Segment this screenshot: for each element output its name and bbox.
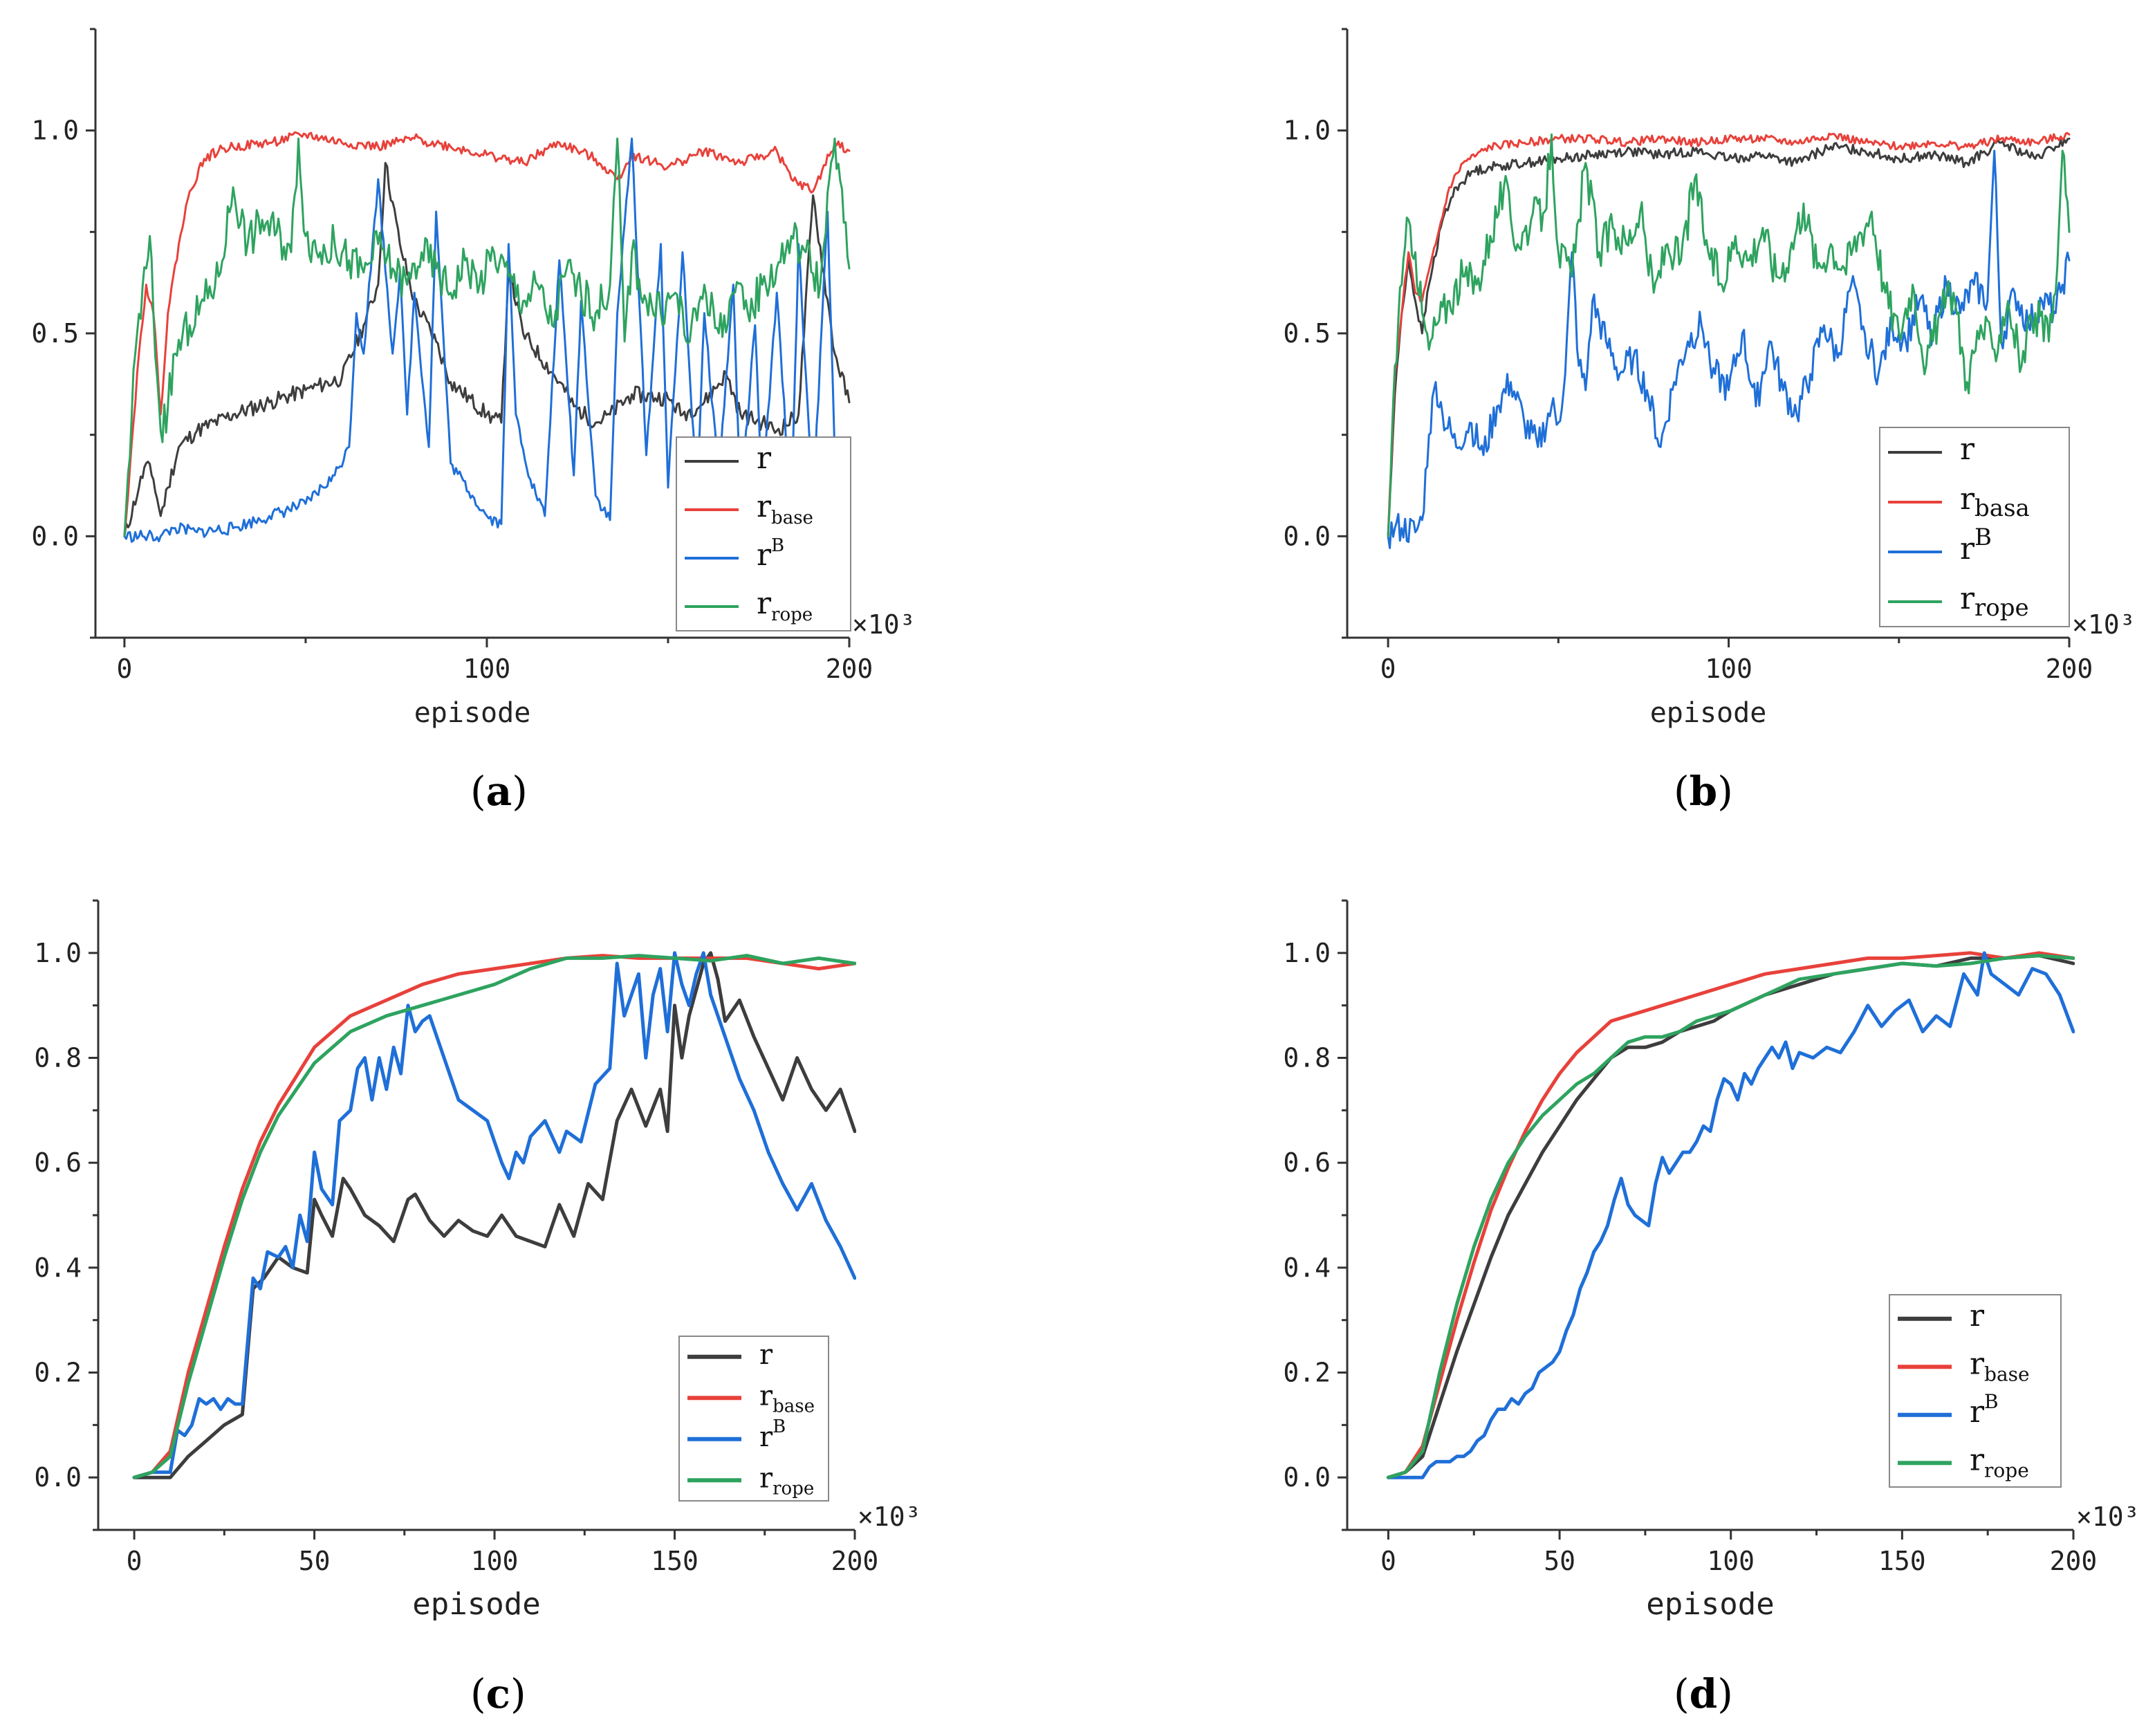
x-multiplier: ×10³ [852,609,916,640]
y-tick-label: 0.0 [1283,521,1331,551]
legend-label: rrope [1970,1442,2029,1481]
y-tick-label: 0.4 [34,1253,82,1283]
legend: r rbase rB rrope [676,436,851,631]
chart-panel-d: 0.0 0.2 0.4 0.6 0.8 1.0 0 50 100 150 200 ×10³ episod… [1072,871,2146,1736]
series-line-r-base [132,954,856,1479]
legend-label: rbase [759,1380,815,1416]
x-multiplier: ×10³ [858,1502,921,1532]
x-tick-label: 50 [299,1546,331,1576]
x-tick-label: 200 [826,654,873,684]
legend-label: rbase [757,489,813,528]
y-tick-label: 0.0 [34,1462,82,1493]
x-tick-label: 200 [831,1546,879,1576]
series-line-r [1387,137,2071,537]
series-line-r-rope [123,137,851,537]
x-multiplier: ×10³ [2076,1502,2140,1532]
y-tick-label: 0.0 [31,521,79,551]
caption-d: (d) [1674,1670,1733,1717]
legend-label: rrope [759,1462,814,1499]
y-tick-label: 0.8 [34,1043,82,1073]
y-tick-label: 0.6 [1283,1147,1331,1178]
x-tick-label: 150 [1878,1546,1926,1576]
legend-label: r [757,441,772,476]
legend-label: r [1960,432,1975,467]
series-line-r-base [1386,951,2075,1479]
y-tick-label: 0.5 [1283,318,1331,349]
x-axis-label: episode [1646,1587,1774,1622]
y-tick-label: 1.0 [34,938,82,968]
y-tick-label: 1.0 [31,116,79,146]
x-tick-label: 100 [1705,654,1752,684]
legend-label: r [1970,1298,1985,1333]
legend-box [1889,1294,2062,1488]
legend-label: rB [757,535,784,573]
series-line-r-B [1386,951,2075,1479]
caption-a: (a) [470,768,528,815]
legend-label: rbasa [1960,481,2030,522]
legend-label: rB [1970,1390,1999,1430]
legend-box [676,436,851,631]
caption-b: (b) [1674,768,1733,815]
x-tick-label: 100 [463,654,511,684]
x-tick-label: 50 [1544,1546,1575,1576]
series-line-r-rope [1387,133,2071,537]
chart-panel-c: 0.0 0.2 0.4 0.6 0.8 1.0 0 50 100 150 200 ×10³ episod… [0,871,1072,1736]
y-tick-label: 1.0 [1283,938,1331,968]
y-tick-label: 0.2 [1283,1358,1331,1388]
line-chart-d: 0.0 0.2 0.4 0.6 0.8 1.0 0 50 100 150 200 ×10³ episod… [1283,899,2140,1622]
x-tick-label: 0 [1380,1546,1396,1576]
series-line-r [132,951,856,1479]
y-tick-label: 0.5 [31,318,79,349]
series-line-r [123,162,851,537]
legend-label: rbase [1970,1346,2030,1385]
legend-box [1879,427,2070,627]
series-line-r-rope [1386,954,2075,1479]
legend-label: rrope [757,586,813,625]
chart-panel-b: 0.0 0.5 1.0 0 100 200 ×10³ episode r rbasa rB rrope [1072,0,2146,844]
legend-label: r [759,1339,773,1371]
legend-label: rrope [1960,581,2029,622]
series-line-r-B [132,951,856,1479]
caption-c: (c) [470,1670,526,1717]
x-multiplier: ×10³ [2072,609,2136,640]
legend-label: rB [1960,524,1992,566]
legend-label: rB [759,1416,786,1453]
y-tick-label: 0.2 [34,1358,82,1388]
y-tick-label: 1.0 [1283,116,1331,146]
chart-panel-a: 0.0 0.5 1.0 0 100 200 ×10³ episode r rbase rB rrope [0,0,1072,844]
series-line-r-base [123,131,851,537]
x-tick-label: 200 [2046,654,2093,684]
x-tick-label: 0 [1380,654,1396,684]
x-tick-label: 0 [116,654,132,684]
line-chart-a: 0.0 0.5 1.0 0 100 200 ×10³ episode r rbase rB rrope [31,28,916,729]
y-tick-label: 0.4 [1283,1253,1331,1283]
series-line-r-rope [132,954,856,1479]
x-tick-label: 200 [2050,1546,2098,1576]
legend: r rbase rB rrope [1889,1294,2062,1488]
y-tick-label: 0.8 [1283,1043,1331,1073]
x-tick-label: 100 [471,1546,519,1576]
series-line-r-basa [1387,132,2071,537]
series-line-r-B [123,137,851,543]
x-tick-label: 100 [1707,1546,1755,1576]
x-tick-label: 150 [651,1546,699,1576]
y-tick-label: 0.0 [1283,1462,1331,1493]
x-tick-label: 0 [127,1546,142,1576]
x-axis-label: episode [414,697,531,729]
y-tick-label: 0.6 [34,1147,82,1178]
x-axis-label: episode [412,1587,540,1622]
line-chart-c: 0.0 0.2 0.4 0.6 0.8 1.0 0 50 100 150 200 ×10³ episod… [34,899,921,1622]
legend-box [678,1336,829,1502]
x-axis-label: episode [1650,697,1767,729]
